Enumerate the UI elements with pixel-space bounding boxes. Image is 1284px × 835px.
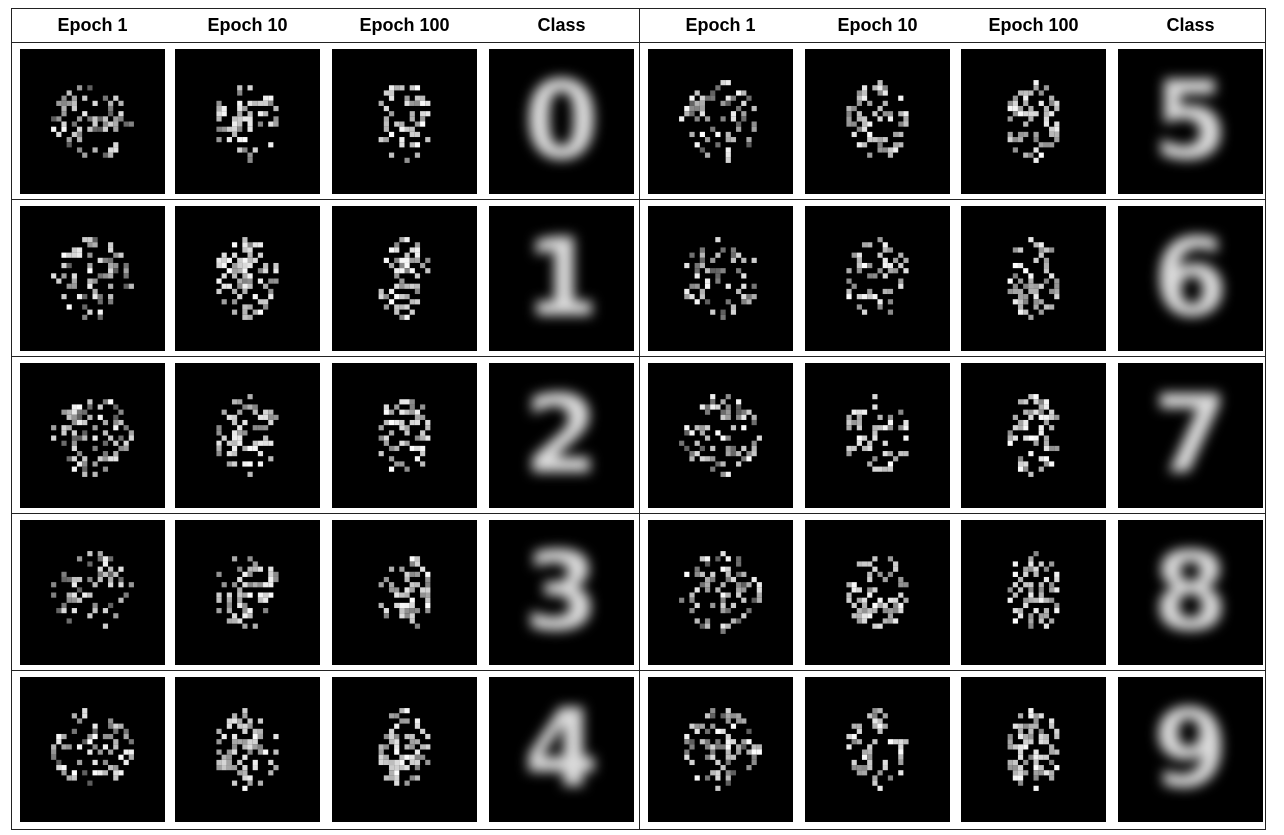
class-prototype-image: 2 [489, 363, 634, 508]
class-digit: 7 [1152, 373, 1229, 498]
header-epoch-1: Epoch 1 [685, 15, 756, 35]
class-prototype-image: 6 [1118, 206, 1263, 351]
epoch-100-image [961, 677, 1106, 822]
epoch-100-image [961, 363, 1106, 508]
class-digit: 9 [1152, 687, 1229, 812]
epoch-100-image [332, 363, 477, 508]
epoch-100-image [961, 49, 1106, 194]
epoch-10-image [805, 363, 950, 508]
table-row: 2 [12, 357, 639, 514]
class-digit: 3 [523, 530, 600, 655]
epoch-10-image [805, 677, 950, 822]
epoch-1-image [648, 206, 793, 351]
epoch-1-image [648, 677, 793, 822]
epoch-10-image [175, 206, 320, 351]
epoch-10-image [175, 677, 320, 822]
epoch-100-image [332, 520, 477, 665]
table-row: 0 [12, 43, 639, 200]
class-digit: 0 [523, 59, 600, 184]
class-prototype-image: 8 [1118, 520, 1263, 665]
epoch-1-image [20, 363, 165, 508]
header-row: Epoch 1 Epoch 10 Epoch 100 Class [640, 9, 1265, 43]
class-digit: 1 [523, 216, 600, 341]
epoch-100-image [332, 49, 477, 194]
epoch-100-image [332, 206, 477, 351]
header-epoch-10: Epoch 10 [207, 15, 288, 35]
header-epoch-100: Epoch 100 [988, 15, 1079, 35]
epoch-10-image [805, 206, 950, 351]
epoch-10-image [175, 49, 320, 194]
class-digit: 5 [1152, 59, 1229, 184]
class-prototype-image: 4 [489, 677, 634, 822]
table-row: 3 [12, 514, 639, 671]
epoch-1-image [648, 363, 793, 508]
class-prototype-image: 0 [489, 49, 634, 194]
class-prototype-image: 9 [1118, 677, 1263, 822]
header-epoch-10: Epoch 10 [837, 15, 918, 35]
class-prototype-image: 5 [1118, 49, 1263, 194]
class-prototype-image: 1 [489, 206, 634, 351]
epoch-1-image [20, 520, 165, 665]
left-panel: Epoch 1 Epoch 10 Epoch 100 Class 0 1 2 3 4 [12, 9, 640, 829]
class-digit: 2 [523, 373, 600, 498]
epoch-1-image [648, 520, 793, 665]
epoch-100-image [332, 677, 477, 822]
epoch-100-image [961, 520, 1106, 665]
epoch-10-image [175, 363, 320, 508]
class-digit: 4 [523, 687, 600, 812]
right-panel: Epoch 1 Epoch 10 Epoch 100 Class 5 6 7 8 9 [640, 9, 1265, 829]
epoch-1-image [20, 206, 165, 351]
table-row: 5 [640, 43, 1265, 200]
epoch-10-image [805, 49, 950, 194]
table-row: 8 [640, 514, 1265, 671]
header-epoch-100: Epoch 100 [359, 15, 450, 35]
table-row: 9 [640, 671, 1265, 827]
epoch-100-image [961, 206, 1106, 351]
epoch-1-image [20, 677, 165, 822]
epoch-10-image [175, 520, 320, 665]
table-row: 7 [640, 357, 1265, 514]
header-epoch-1: Epoch 1 [57, 15, 128, 35]
figure-grid: Epoch 1 Epoch 10 Epoch 100 Class 0 1 2 3 4 E… [11, 8, 1266, 830]
header-row: Epoch 1 Epoch 10 Epoch 100 Class [12, 9, 639, 43]
header-class: Class [1166, 15, 1215, 35]
class-prototype-image: 7 [1118, 363, 1263, 508]
table-row: 6 [640, 200, 1265, 357]
epoch-1-image [648, 49, 793, 194]
class-digit: 6 [1152, 216, 1229, 341]
class-digit: 8 [1152, 530, 1229, 655]
table-row: 4 [12, 671, 639, 827]
table-row: 1 [12, 200, 639, 357]
epoch-1-image [20, 49, 165, 194]
epoch-10-image [805, 520, 950, 665]
header-class: Class [537, 15, 586, 35]
class-prototype-image: 3 [489, 520, 634, 665]
